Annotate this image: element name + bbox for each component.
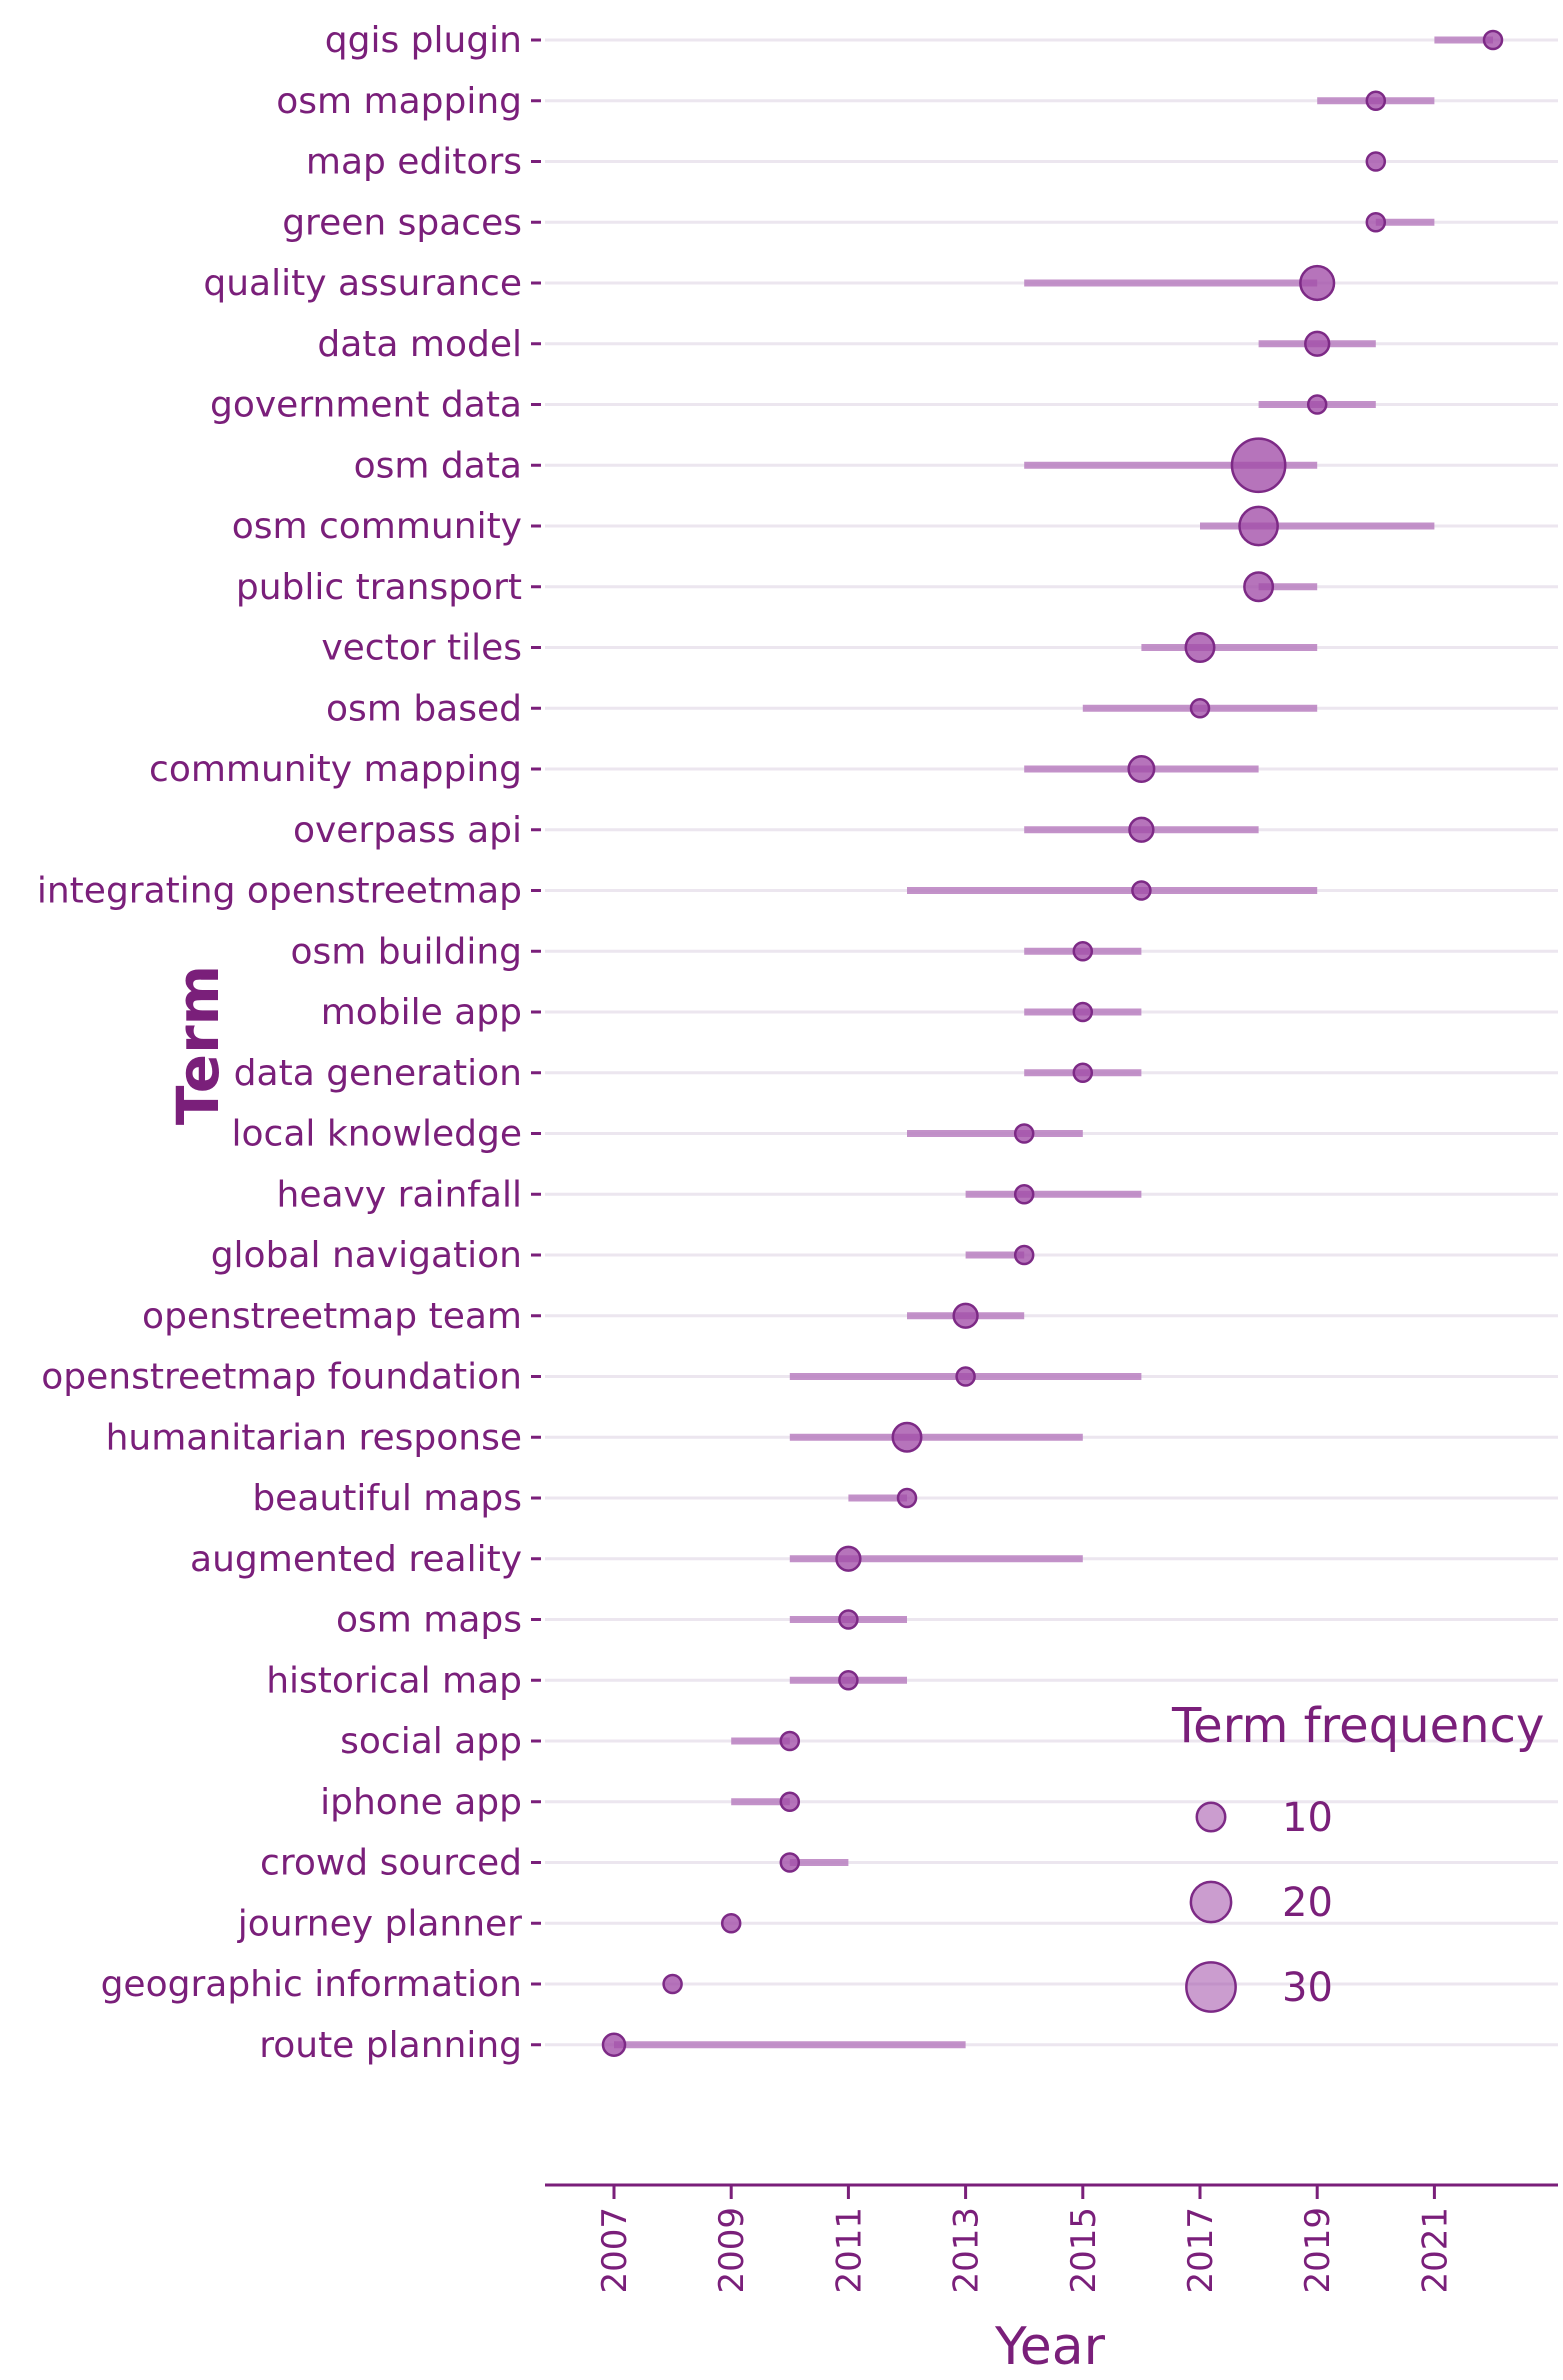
legend: Term frequency 10 20 30: [1171, 1698, 1544, 2013]
term-label: beautiful maps: [252, 1478, 522, 1519]
term-label: crowd sourced: [260, 1843, 522, 1884]
term-label: osm building: [291, 931, 523, 972]
term-point: [891, 1421, 923, 1453]
term-point: [662, 1973, 683, 1995]
term-label: community mapping: [149, 749, 522, 790]
term-label: route planning: [259, 2025, 522, 2066]
term-point: [1189, 698, 1211, 719]
term-point: [1184, 632, 1216, 663]
term-point: [1013, 1184, 1035, 1205]
term-label: humanitarian response: [106, 1417, 522, 1458]
term-point: [1013, 1123, 1035, 1144]
legend-size-label: 30: [1282, 1965, 1333, 2011]
term-label: local knowledge: [232, 1114, 522, 1155]
term-point: [720, 1913, 742, 1934]
x-tick-label: 2019: [1298, 2207, 1338, 2294]
term-point: [1243, 571, 1275, 603]
legend-size-label: 10: [1282, 1795, 1333, 1841]
term-point: [1365, 212, 1387, 233]
term-label: vector tiles: [321, 628, 522, 669]
legend-size-label: 20: [1282, 1880, 1333, 1926]
term-label: data generation: [234, 1053, 522, 1094]
legend-size-circle: [1189, 1880, 1233, 1924]
term-point: [1128, 816, 1155, 843]
term-point: [1013, 1244, 1035, 1266]
term-point: [1230, 437, 1287, 494]
term-label: data model: [317, 324, 522, 365]
term-label: osm community: [232, 506, 522, 547]
x-tick-label: 2021: [1415, 2207, 1455, 2294]
term-label: qgis plugin: [325, 20, 522, 61]
x-tick-label: 2013: [947, 2207, 987, 2294]
term-point: [1072, 1062, 1094, 1083]
y-axis-title: Term: [164, 965, 232, 1125]
term-label: mobile app: [321, 992, 522, 1033]
term-point: [1365, 151, 1387, 172]
term-point: [779, 1730, 801, 1752]
x-tick-label: 2015: [1064, 2207, 1104, 2294]
term-point: [1365, 90, 1387, 111]
term-label: map editors: [306, 142, 522, 183]
term-label: historical map: [266, 1660, 522, 1701]
term-label: openstreetmap foundation: [41, 1357, 522, 1398]
term-point: [1131, 880, 1152, 901]
term-point: [1304, 330, 1331, 357]
legend-size-circle: [1195, 1801, 1227, 1833]
term-point: [601, 2032, 627, 2058]
term-point: [838, 1670, 859, 1691]
term-label: integrating openstreetmap: [37, 871, 522, 912]
term-label: iphone app: [320, 1782, 522, 1823]
term-label: public transport: [236, 567, 522, 608]
term-point: [952, 1302, 979, 1329]
term-point: [1072, 1001, 1094, 1023]
term-label: social app: [340, 1721, 522, 1762]
term-label: quality assurance: [203, 263, 522, 304]
term-labels: qgis plugin osm mapping map editors green s…: [37, 20, 541, 2066]
term-label: osm mapping: [276, 81, 522, 122]
term-label: overpass api: [293, 810, 522, 851]
term-point: [1072, 941, 1094, 962]
term-point: [1238, 505, 1279, 547]
term-label: global navigation: [211, 1235, 522, 1276]
term-point: [1306, 394, 1328, 415]
term-point: [955, 1366, 976, 1387]
term-points: [601, 29, 1504, 2058]
term-point: [779, 1852, 801, 1873]
term-label: geographic information: [101, 1964, 522, 2005]
term-label: green spaces: [282, 202, 522, 243]
x-tick-label: 2011: [829, 2207, 869, 2294]
term-point: [1482, 29, 1504, 51]
term-point: [1127, 755, 1156, 783]
x-axis-title: Year: [994, 2317, 1106, 2377]
x-axis: 2007 2009 2011 2013 2015 2017 2019 2021: [545, 2183, 1558, 2294]
x-tick-label: 2009: [712, 2207, 752, 2294]
term-point: [896, 1487, 918, 1509]
term-label: osm data: [354, 445, 522, 486]
legend-title: Term frequency: [1171, 1698, 1544, 1754]
term-label: heavy rainfall: [277, 1174, 523, 1215]
term-point: [1299, 264, 1336, 302]
term-label: openstreetmap team: [142, 1296, 522, 1337]
x-tick-label: 2017: [1181, 2207, 1221, 2294]
legend-size-circle: [1185, 1961, 1237, 2013]
term-point: [838, 1609, 859, 1630]
term-label: journey planner: [237, 1903, 522, 1944]
term-label: government data: [210, 385, 522, 426]
term-label: osm maps: [336, 1600, 522, 1641]
x-tick-label: 2007: [595, 2207, 635, 2294]
term-point: [779, 1791, 801, 1812]
term-point: [835, 1545, 862, 1572]
term-label: osm based: [326, 688, 522, 729]
term-label: augmented reality: [190, 1539, 522, 1580]
